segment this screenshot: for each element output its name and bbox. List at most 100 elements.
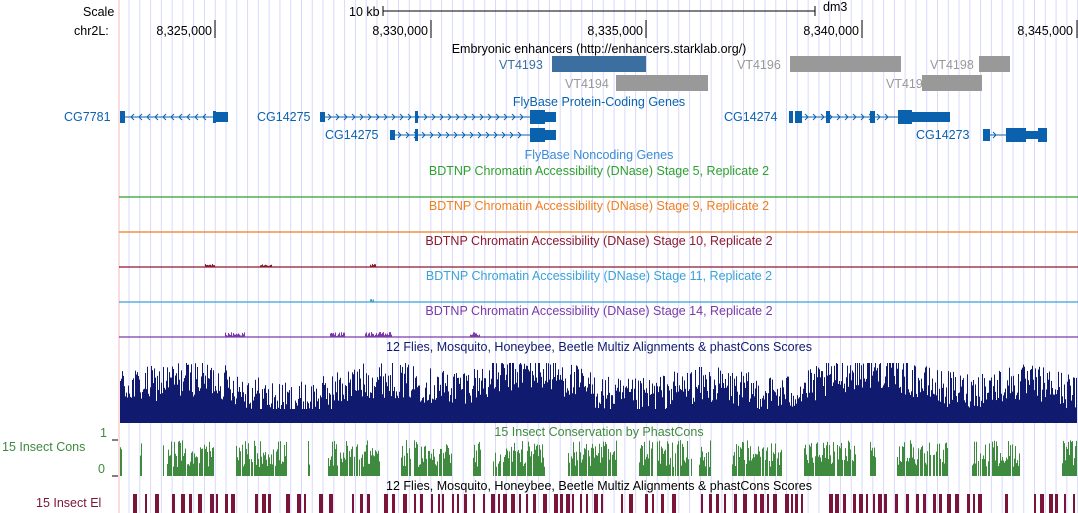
multiz-bar	[214, 391, 215, 423]
enhancer-block-vt4197[interactable]	[922, 75, 982, 91]
cons-bar	[757, 454, 758, 476]
multiz-track-title-2[interactable]: 12 Flies, Mosquito, Honeybee, Beetle Mul…	[386, 479, 812, 493]
multiz-bar	[1008, 385, 1009, 423]
dnase-stage5-title[interactable]: BDTNP Chromatin Accessibility (DNase) St…	[428, 164, 770, 178]
multiz-bar	[220, 386, 221, 423]
enhancer-label-vt4198[interactable]: VT4198	[930, 58, 974, 72]
cons-bar	[368, 463, 369, 476]
cons-track-title[interactable]: 15 Insect Conservation by PhastCons	[494, 425, 704, 439]
enhancer-block-vt4196[interactable]	[790, 56, 901, 72]
cons-bar	[826, 445, 827, 476]
protein-coding-track-title[interactable]: FlyBase Protein-Coding Genes	[512, 95, 686, 109]
multiz-bar	[756, 380, 757, 423]
multiz-bar	[165, 389, 166, 423]
cons-bar	[615, 459, 616, 476]
multiz-bar	[705, 374, 706, 423]
multiz-bar	[647, 393, 648, 423]
multiz-bar	[583, 375, 584, 423]
elements-side-label[interactable]: 15 Insect El	[36, 496, 102, 510]
multiz-bar	[547, 382, 548, 423]
multiz-bar	[245, 394, 246, 423]
multiz-bar	[989, 380, 990, 423]
multiz-bar	[965, 402, 966, 423]
dnase-bump	[371, 265, 372, 267]
multiz-bar	[554, 377, 555, 423]
cons-bar	[668, 443, 669, 476]
multiz-bar	[425, 387, 426, 423]
enhancers-track-title[interactable]: Embryonic enhancers (http://enhancers.st…	[451, 42, 747, 56]
gene-label-cg14273[interactable]: CG14273	[916, 128, 970, 142]
strand-arrow	[876, 113, 881, 121]
dnase-stage14-title[interactable]: BDTNP Chromatin Accessibility (DNase) St…	[425, 304, 773, 318]
dnase-stage10-title[interactable]: BDTNP Chromatin Accessibility (DNase) St…	[425, 234, 773, 248]
grid-lines	[128, 0, 1078, 513]
multiz-bar	[365, 392, 366, 423]
cons-bar	[425, 445, 426, 476]
multiz-bar	[435, 399, 436, 423]
cons-bar	[771, 443, 772, 476]
multiz-bar	[313, 384, 314, 423]
enhancer-label-vt4196[interactable]: VT4196	[737, 58, 781, 72]
cons-bar	[256, 464, 257, 476]
multiz-bar	[682, 376, 683, 423]
multiz-bar	[152, 370, 153, 423]
multiz-bar	[434, 385, 435, 423]
cons-bar	[811, 443, 812, 476]
enhancer-block-vt4198[interactable]	[979, 56, 1010, 72]
multiz-bar	[928, 385, 929, 423]
element-block	[329, 494, 333, 513]
multiz-track-title[interactable]: 12 Flies, Mosquito, Honeybee, Beetle Mul…	[386, 340, 812, 354]
multiz-bar	[659, 386, 660, 423]
multiz-bar	[864, 378, 865, 423]
element-block	[403, 494, 407, 513]
multiz-bar	[966, 393, 967, 423]
enhancer-label-vt4193[interactable]: VT4193	[499, 58, 543, 72]
multiz-bar	[861, 365, 862, 423]
multiz-bar	[391, 396, 392, 423]
multiz-bar	[734, 378, 735, 423]
multiz-bar	[479, 378, 480, 423]
dnase-stage11-title[interactable]: BDTNP Chromatin Accessibility (DNase) St…	[425, 269, 773, 283]
dnase-stage9-title[interactable]: BDTNP Chromatin Accessibility (DNase) St…	[428, 199, 770, 213]
cons-bar	[914, 459, 915, 476]
multiz-bar	[383, 376, 384, 423]
enhancer-label-vt4197[interactable]: VT4197	[886, 77, 930, 91]
dnase-bump	[228, 332, 229, 337]
multiz-bar	[690, 373, 691, 423]
multiz-bar	[168, 387, 169, 423]
noncoding-track-title[interactable]: FlyBase Noncoding Genes	[524, 148, 674, 162]
strand-arrow	[423, 113, 428, 121]
cons-bar	[683, 446, 684, 476]
cons-bar	[1016, 463, 1017, 476]
multiz-bar	[607, 395, 608, 423]
multiz-bar	[348, 371, 349, 423]
multiz-bar	[1020, 381, 1021, 423]
multiz-bar	[931, 390, 932, 423]
exon-block	[415, 111, 418, 123]
multiz-bar	[342, 383, 343, 423]
cons-bar	[917, 459, 918, 476]
multiz-bar	[445, 383, 446, 423]
gene-label-cg14274[interactable]: CG14274	[724, 110, 778, 124]
element-block	[580, 494, 582, 513]
gene-label-cg14275-alt[interactable]: CG14275	[325, 128, 379, 142]
gene-label-cg7781[interactable]: CG7781	[64, 110, 111, 124]
multiz-bar	[517, 372, 518, 423]
cons-side-label[interactable]: 15 Insect Cons	[2, 440, 86, 454]
gene-label-cg14275[interactable]: CG14275	[257, 110, 311, 124]
exon-block	[1038, 128, 1047, 142]
multiz-bar	[577, 366, 578, 423]
element-block	[791, 494, 793, 513]
cons-bar	[749, 460, 750, 476]
strand-arrow	[463, 113, 468, 121]
enhancer-block-vt4193[interactable]	[552, 56, 646, 72]
multiz-bar	[704, 387, 705, 423]
enhancer-label-vt4194[interactable]: VT4194	[565, 77, 609, 91]
cons-bar	[933, 455, 934, 476]
insect-conservation-histogram	[120, 440, 1077, 476]
cons-bar	[580, 452, 581, 476]
cons-bar	[371, 455, 372, 476]
enhancer-block-vt4194[interactable]	[616, 75, 708, 91]
